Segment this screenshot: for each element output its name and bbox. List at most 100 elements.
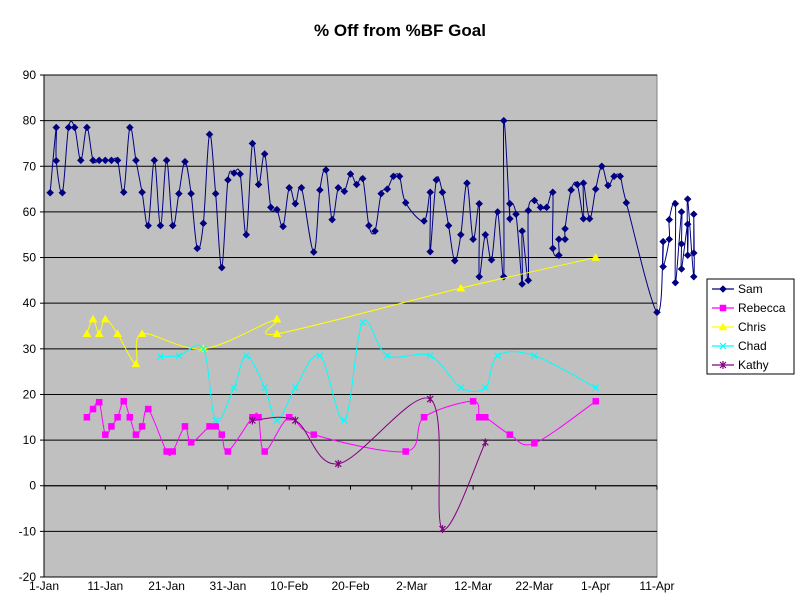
data-point-sam — [469, 235, 477, 244]
data-point-sam — [144, 221, 153, 230]
data-point-sam — [610, 172, 618, 181]
y-tick-label: 80 — [23, 114, 37, 128]
data-point-rebecca — [506, 431, 514, 438]
data-point-chad — [383, 352, 391, 360]
data-point-chad — [242, 352, 250, 360]
y-tick-label: 50 — [23, 251, 37, 265]
data-point-sam — [315, 186, 324, 194]
data-point-sam — [168, 221, 177, 230]
data-point-sam — [530, 196, 539, 205]
data-point-sam — [58, 188, 67, 197]
data-point-sam — [548, 244, 557, 253]
data-point-sam — [132, 156, 140, 165]
data-point-rebecca — [261, 448, 268, 455]
y-tick-label: 60 — [23, 205, 37, 219]
data-point-chad — [157, 353, 164, 361]
data-point-sam — [291, 199, 300, 208]
data-point-sam — [475, 272, 484, 281]
y-tick-label: 30 — [23, 342, 37, 356]
data-point-rebecca — [83, 414, 91, 421]
data-point-sam — [487, 255, 496, 264]
data-point-chad — [230, 384, 238, 392]
data-point-chad — [481, 384, 489, 392]
data-point-sam — [683, 220, 692, 229]
data-point-sam — [125, 123, 134, 132]
data-point-kathy — [481, 438, 489, 447]
data-point-sam — [389, 172, 398, 181]
data-point-sam — [450, 256, 459, 265]
data-point-rebecca — [132, 431, 140, 438]
data-point-sam — [371, 227, 379, 235]
data-point-sam — [150, 156, 159, 165]
data-point-kathy — [439, 525, 446, 534]
data-point-sam — [76, 156, 85, 165]
data-point-sam — [499, 116, 508, 125]
data-point-sam — [493, 208, 502, 216]
data-point-sam — [567, 186, 576, 194]
data-point-sam — [358, 174, 367, 183]
data-point-sam — [377, 189, 386, 198]
data-point-sam — [236, 170, 245, 178]
data-point-sam — [46, 188, 54, 197]
y-tick-label: 90 — [23, 68, 37, 82]
data-point-sam — [555, 251, 563, 260]
series-chris — [82, 253, 601, 368]
data-point-rebecca — [108, 423, 115, 430]
x-tick-label: 21-Jan — [148, 579, 185, 593]
data-point-rebecca — [144, 405, 152, 413]
y-tick-label: 20 — [23, 387, 37, 401]
data-point-rebecca — [206, 423, 213, 430]
data-point-sam — [334, 183, 343, 192]
data-point-rebecca — [531, 440, 538, 447]
data-point-sam — [248, 139, 257, 148]
data-point-sam — [585, 214, 594, 223]
series-layer — [46, 116, 698, 534]
data-point-chad — [426, 352, 434, 360]
legend-marker-chris — [718, 322, 728, 331]
y-tick-label: 70 — [23, 159, 37, 173]
data-point-rebecca — [224, 448, 232, 455]
data-point-rebecca — [212, 423, 219, 430]
data-point-sam — [561, 235, 569, 244]
data-point-sam — [438, 188, 447, 197]
data-point-chris — [272, 329, 282, 338]
x-tick-label: 31-Jan — [210, 579, 247, 593]
y-tick-label: -20 — [19, 570, 37, 584]
data-point-chad — [273, 417, 281, 424]
data-point-sam — [426, 188, 435, 197]
data-point-sam — [548, 188, 557, 197]
data-point-rebecca — [592, 398, 599, 405]
data-point-rebecca — [114, 414, 121, 421]
data-point-sam — [456, 230, 465, 239]
x-tick-label: 2-Mar — [396, 579, 427, 593]
data-point-sam — [475, 199, 484, 208]
data-point-sam — [285, 183, 294, 192]
data-point-rebecca — [138, 423, 146, 430]
data-point-sam — [604, 181, 612, 190]
data-point-sam — [113, 156, 122, 165]
data-point-sam — [616, 172, 625, 181]
data-point-sam — [591, 185, 600, 193]
series-chad — [157, 318, 600, 424]
data-point-rebecca — [420, 414, 428, 421]
data-point-sam — [536, 203, 545, 212]
data-point-sam — [365, 221, 373, 230]
data-point-sam — [573, 180, 582, 189]
data-point-sam — [524, 206, 533, 215]
data-point-sam — [266, 203, 275, 212]
data-point-sam — [107, 156, 116, 165]
data-point-sam — [597, 162, 606, 171]
data-point-rebecca — [218, 431, 226, 438]
data-point-sam — [340, 187, 349, 196]
data-point-chad — [340, 417, 348, 424]
data-point-sam — [622, 198, 631, 207]
legend-marker-chad — [719, 342, 727, 350]
data-point-sam — [89, 156, 97, 165]
data-point-sam — [224, 176, 232, 184]
data-point-chris — [94, 329, 104, 338]
data-point-sam — [242, 230, 251, 239]
x-tick-label: 10-Feb — [270, 579, 308, 593]
data-point-sam — [205, 130, 214, 139]
data-point-chad — [359, 318, 367, 326]
data-point-sam — [101, 156, 110, 165]
